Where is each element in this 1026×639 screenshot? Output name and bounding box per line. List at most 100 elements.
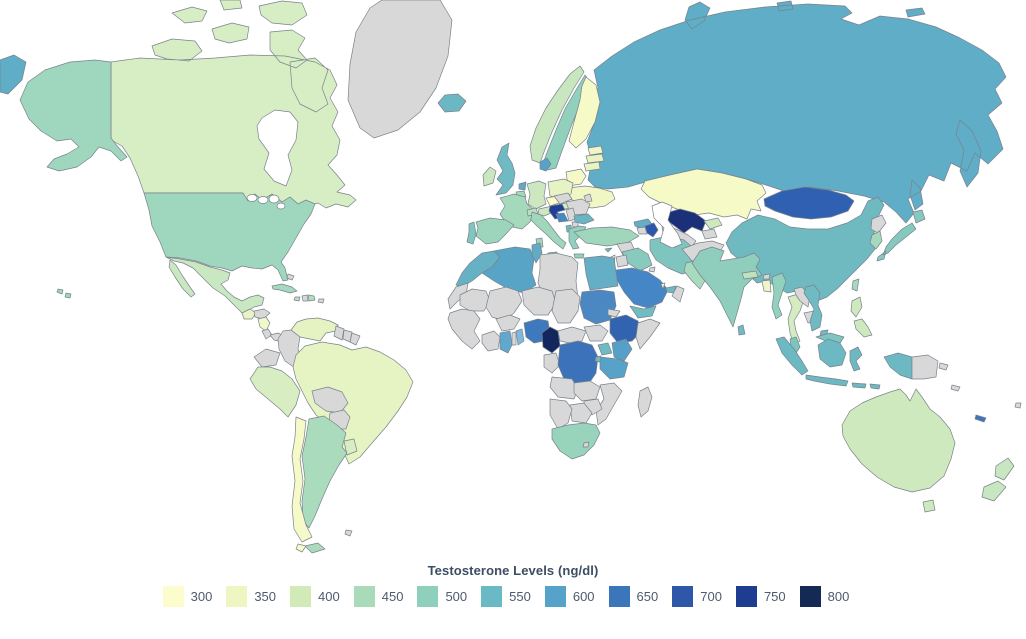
country-ecuador[interactable] (253, 348, 281, 368)
country-falkland-islands[interactable] (344, 529, 353, 537)
country-armenia[interactable] (636, 226, 648, 235)
country-mexico[interactable] (165, 256, 265, 314)
country-south-korea[interactable] (869, 230, 883, 250)
country-chile[interactable] (291, 416, 313, 553)
country-kuwait[interactable] (648, 266, 656, 273)
country-tanzania[interactable] (599, 356, 629, 380)
country-tunisia[interactable] (531, 242, 543, 264)
country-spain[interactable] (475, 217, 515, 245)
country-jamaica[interactable] (293, 296, 301, 302)
country-argentina[interactable] (301, 415, 348, 554)
country-mozambique[interactable] (595, 382, 623, 426)
country-egypt[interactable] (583, 255, 619, 291)
country-india[interactable] (691, 246, 763, 328)
country-uruguay[interactable] (343, 438, 358, 456)
country-somalia[interactable] (635, 318, 661, 350)
country-angola[interactable] (549, 376, 579, 400)
country-philippines[interactable] (850, 296, 873, 338)
country-zambia[interactable] (573, 380, 601, 402)
country-lesotho[interactable] (582, 441, 590, 448)
country-drc[interactable] (557, 340, 599, 388)
country-madagascar[interactable] (637, 386, 653, 418)
country-mongolia[interactable] (763, 186, 855, 220)
country-latvia[interactable] (585, 153, 605, 164)
country-moldova[interactable] (583, 193, 593, 203)
country-cameroon[interactable] (541, 326, 561, 354)
country-jordan[interactable] (615, 254, 629, 268)
country-hungary[interactable] (553, 192, 573, 205)
country-tajikistan[interactable] (701, 228, 718, 240)
country-eritrea[interactable] (607, 308, 621, 318)
country-dominican-republic[interactable] (307, 294, 316, 302)
country-kyrgyzstan[interactable] (703, 217, 723, 230)
country-estonia[interactable] (587, 145, 604, 156)
country-papua-new-guinea[interactable] (911, 354, 949, 380)
country-russia[interactable] (0, 0, 1007, 224)
country-ivory-coast[interactable] (481, 330, 501, 352)
country-haiti[interactable] (301, 294, 309, 302)
country-azerbaijan[interactable] (644, 222, 659, 238)
country-canada[interactable] (110, 0, 357, 209)
country-turkey[interactable] (573, 226, 640, 247)
country-netherlands[interactable] (518, 181, 527, 191)
country-namibia[interactable] (549, 398, 573, 430)
country-sri-lanka[interactable] (737, 324, 746, 336)
country-mali[interactable] (485, 286, 523, 322)
country-taiwan[interactable] (851, 278, 860, 292)
country-north-korea[interactable] (870, 214, 887, 234)
country-uzbekistan[interactable] (665, 208, 707, 234)
country-guatemala[interactable] (241, 308, 257, 320)
country-saudi-arabia[interactable] (615, 267, 669, 309)
country-denmark[interactable] (539, 157, 552, 172)
country-solomon-islands[interactable] (950, 384, 961, 392)
country-new-caledonia[interactable] (974, 414, 987, 423)
country-bolivia[interactable] (311, 386, 349, 414)
country-usa[interactable] (19, 59, 316, 299)
country-cuba[interactable] (271, 283, 298, 294)
country-chad[interactable] (551, 288, 581, 324)
country-burkina-faso[interactable] (495, 314, 521, 332)
country-guyana[interactable] (333, 325, 345, 341)
country-bulgaria[interactable] (573, 213, 595, 225)
country-niger[interactable] (521, 286, 557, 316)
country-greece[interactable] (568, 225, 587, 259)
country-south-africa[interactable] (551, 422, 601, 460)
country-nepal[interactable] (741, 270, 759, 280)
country-iraq[interactable] (621, 247, 653, 272)
country-japan[interactable] (876, 209, 926, 262)
country-oman[interactable] (671, 285, 685, 303)
country-cyprus[interactable] (604, 247, 613, 253)
country-bosnia[interactable] (555, 212, 569, 223)
country-brazil[interactable] (292, 341, 414, 465)
country-uganda[interactable] (597, 342, 613, 356)
country-vietnam[interactable] (803, 284, 823, 332)
country-western-sahara[interactable] (447, 282, 469, 310)
country-south-sudan[interactable] (583, 324, 609, 342)
country-yemen[interactable] (629, 305, 657, 319)
country-lithuania[interactable] (583, 161, 601, 172)
country-nicaragua[interactable] (257, 316, 271, 332)
country-bhutan[interactable] (762, 273, 771, 280)
country-germany[interactable] (526, 180, 547, 210)
country-france[interactable] (499, 193, 535, 230)
country-honduras[interactable] (253, 308, 271, 320)
country-uk[interactable] (495, 142, 516, 196)
country-fiji[interactable] (1014, 402, 1022, 409)
country-rwanda-burundi[interactable] (594, 355, 602, 363)
country-puerto-rico[interactable] (317, 298, 325, 304)
country-bahamas[interactable] (286, 273, 295, 281)
country-west-africa-region[interactable] (447, 308, 481, 350)
country-kenya[interactable] (611, 338, 633, 362)
country-finland[interactable] (568, 76, 601, 149)
country-norway[interactable] (529, 65, 585, 164)
country-botswana[interactable] (569, 402, 593, 424)
country-myanmar[interactable] (771, 272, 787, 320)
country-french-guiana[interactable] (349, 332, 361, 346)
country-bangladesh[interactable] (761, 279, 772, 293)
country-peru[interactable] (249, 366, 301, 418)
country-benin[interactable] (515, 328, 525, 346)
country-qatar[interactable] (660, 282, 666, 290)
country-iceland[interactable] (437, 93, 467, 113)
country-ghana[interactable] (499, 330, 513, 354)
country-ireland[interactable] (482, 166, 497, 187)
